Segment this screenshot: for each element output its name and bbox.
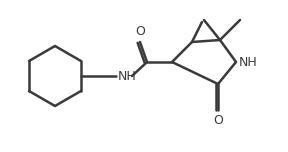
Text: NH: NH	[239, 55, 258, 69]
Text: O: O	[213, 114, 223, 127]
Text: NH: NH	[118, 69, 137, 83]
Text: O: O	[135, 25, 145, 38]
